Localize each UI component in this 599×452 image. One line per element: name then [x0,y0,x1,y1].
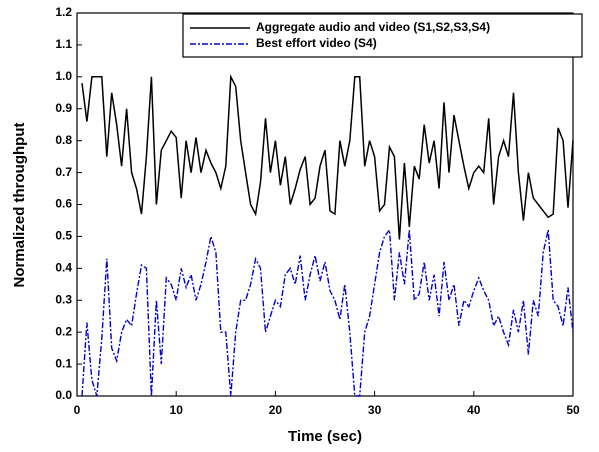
y-tick-label: 1.1 [55,37,72,51]
data-line [81,228,574,397]
y-tick-label: 0.1 [55,356,72,370]
x-axis-label: Time (sec) [288,428,362,445]
y-tick-label: 0.6 [55,197,72,211]
y-tick-label: 0.2 [55,324,72,338]
y-tick-label: 0.4 [55,261,72,275]
y-tick-label: 0.5 [55,229,72,243]
y-tick-label: 0.8 [55,133,72,147]
y-tick-label: 0.7 [55,165,72,179]
y-tick-label: 0.3 [55,292,72,306]
y-tick-label: 1.0 [55,69,72,83]
data-line [81,73,574,240]
x-tick-label: 0 [74,403,81,417]
x-tick-label: 30 [368,403,382,417]
x-tick-label: 10 [170,403,184,417]
x-tick-label: 20 [269,403,283,417]
x-tick-label: 40 [467,403,481,417]
y-tick-label: 0.9 [55,101,72,115]
y-tick-label: 1.2 [55,5,72,19]
legend-label: Aggregate audio and video (S1,S2,S3,S4) [256,20,490,34]
legend-box [182,13,583,58]
plot-frame [76,12,574,397]
legend-label: Best effort video (S4) [256,36,377,50]
y-tick-label: 0.0 [55,388,72,402]
y-axis-label: Normalized throughput [11,123,28,288]
x-tick-label: 50 [566,403,580,417]
